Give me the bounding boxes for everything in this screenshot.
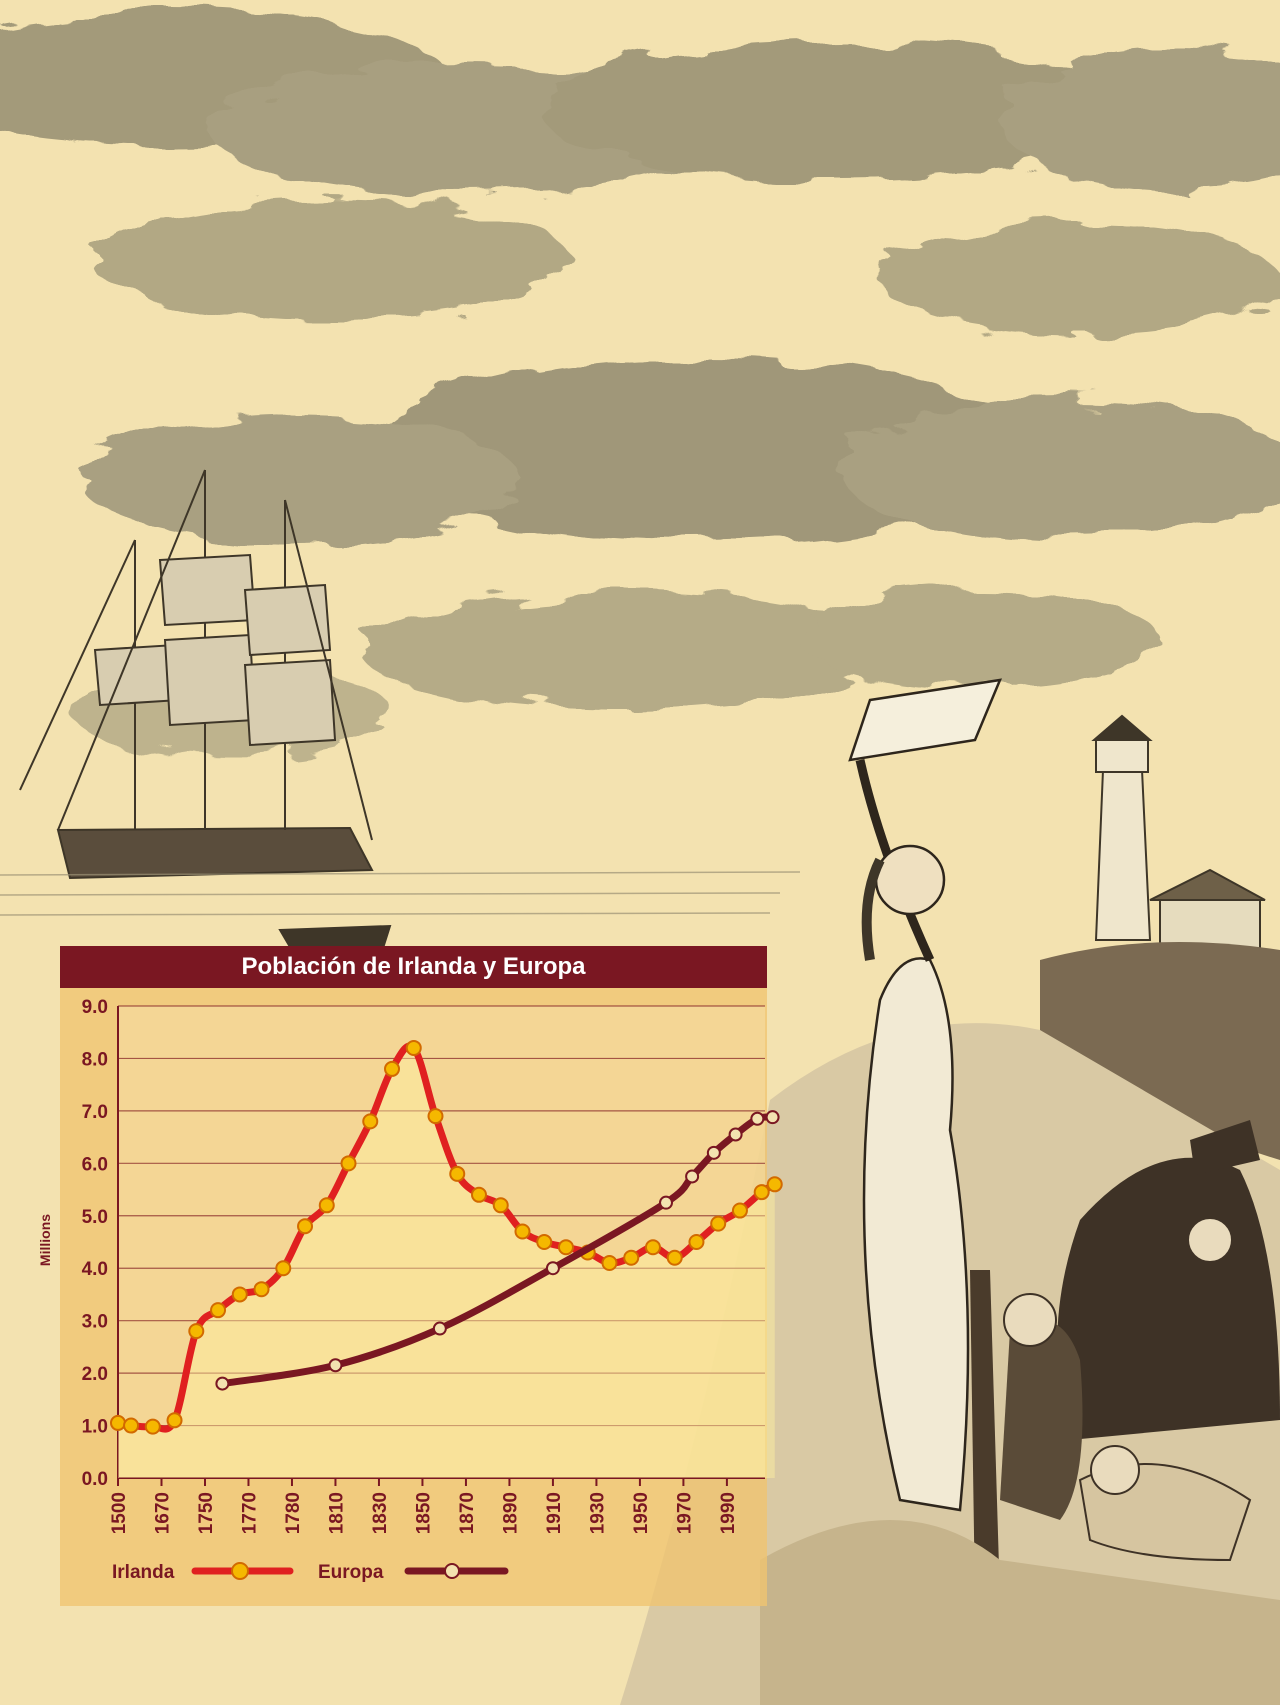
legend-label-irlanda: Irlanda xyxy=(112,1562,175,1583)
irlanda-point xyxy=(405,1039,422,1056)
woman-figure xyxy=(848,678,1003,1512)
europa-point xyxy=(706,1145,721,1160)
irlanda-point xyxy=(753,1184,770,1201)
y-tick-label: 1.0 xyxy=(82,1417,108,1438)
irlanda-point xyxy=(710,1215,727,1232)
irlanda-point xyxy=(123,1417,140,1434)
x-tick-label: 1750 xyxy=(196,1492,217,1534)
legend-marker-irlanda xyxy=(231,1562,249,1580)
europa-point xyxy=(432,1321,447,1336)
irlanda-point xyxy=(318,1197,335,1214)
irlanda-point xyxy=(688,1234,705,1250)
europa-point xyxy=(215,1376,230,1391)
sea-lines xyxy=(0,871,801,916)
x-tick-label: 1870 xyxy=(457,1492,478,1534)
irlanda-point xyxy=(166,1412,183,1429)
europa-point xyxy=(328,1358,343,1373)
irlanda-point xyxy=(536,1234,553,1250)
legend: Irlanda Europa xyxy=(112,1562,509,1583)
x-tick-label: 1780 xyxy=(283,1492,304,1534)
irlanda-point xyxy=(492,1197,509,1214)
irlanda-point xyxy=(231,1286,248,1303)
irlanda-point xyxy=(340,1155,357,1172)
irlanda-point xyxy=(188,1323,205,1340)
irlanda-point xyxy=(623,1249,640,1266)
irlanda-point xyxy=(427,1108,444,1125)
europa-point xyxy=(750,1111,765,1126)
irlanda-point xyxy=(470,1186,487,1203)
y-tick-label: 9.0 xyxy=(82,997,108,1018)
x-tick-label: 1770 xyxy=(239,1492,260,1534)
irlanda-point xyxy=(144,1418,161,1435)
irlanda-point xyxy=(253,1281,270,1298)
europa-point xyxy=(659,1195,674,1210)
legend-label-europa: Europa xyxy=(318,1562,384,1583)
x-tick-label: 1890 xyxy=(500,1492,521,1534)
irlanda-point xyxy=(766,1176,783,1193)
irlanda-point xyxy=(557,1239,574,1256)
chart-title: Población de Irlanda y Europa xyxy=(60,946,767,988)
x-tick-label: 1990 xyxy=(718,1492,739,1534)
europa-point xyxy=(685,1169,700,1184)
y-tick-label: 6.0 xyxy=(82,1154,108,1175)
irlanda-point xyxy=(666,1249,683,1266)
series-layer xyxy=(110,1039,783,1478)
y-tick-label: 2.0 xyxy=(82,1364,108,1385)
gridlines xyxy=(117,1005,765,1479)
irlanda-point xyxy=(514,1223,531,1240)
x-tick-label: 1830 xyxy=(370,1492,391,1534)
y-tick-label: 5.0 xyxy=(82,1207,108,1228)
y-axis-label: Millions xyxy=(37,1214,53,1266)
x-tick-label: 1930 xyxy=(587,1492,608,1534)
irlanda-point xyxy=(449,1165,466,1182)
lighthouse xyxy=(1091,714,1266,951)
x-axis-ticks: 1500 1670 1750 1770 1780 1810 1830 1850 1870 1890… xyxy=(109,1478,739,1534)
irlanda-point xyxy=(384,1060,401,1077)
europa-point xyxy=(765,1110,780,1125)
x-tick-label: 1850 xyxy=(413,1492,434,1534)
irlanda-point xyxy=(110,1414,126,1431)
x-tick-label: 1670 xyxy=(152,1492,173,1534)
irlanda-point xyxy=(644,1239,661,1256)
irlanda-point xyxy=(210,1302,227,1319)
y-tick-label: 8.0 xyxy=(82,1049,108,1070)
x-tick-label: 1500 xyxy=(109,1492,130,1534)
irlanda-point xyxy=(601,1254,618,1271)
europa-point xyxy=(545,1261,560,1276)
y-tick-label: 4.0 xyxy=(82,1259,108,1280)
y-tick-label: 7.0 xyxy=(82,1102,108,1123)
x-tick-label: 1970 xyxy=(674,1492,695,1534)
irlanda-area-fill xyxy=(118,1045,775,1478)
y-axis-ticks: 0.0 1.0 2.0 3.0 4.0 5.0 6.0 7.0 8.0 9.0 xyxy=(82,997,108,1490)
y-tick-label: 3.0 xyxy=(82,1312,108,1333)
europa-point xyxy=(728,1127,743,1142)
irlanda-point xyxy=(362,1113,379,1130)
legend-marker-europa xyxy=(444,1563,460,1579)
sailing-ship xyxy=(19,469,392,949)
family-group xyxy=(1000,1120,1280,1562)
irlanda-point xyxy=(731,1202,748,1219)
x-tick-label: 1810 xyxy=(326,1492,347,1534)
irlanda-point xyxy=(275,1260,292,1277)
irlanda-point xyxy=(297,1218,314,1235)
x-tick-label: 1950 xyxy=(631,1492,652,1534)
y-tick-label: 0.0 xyxy=(82,1469,108,1490)
x-tick-label: 1910 xyxy=(544,1492,565,1534)
ground xyxy=(760,1520,1280,1705)
